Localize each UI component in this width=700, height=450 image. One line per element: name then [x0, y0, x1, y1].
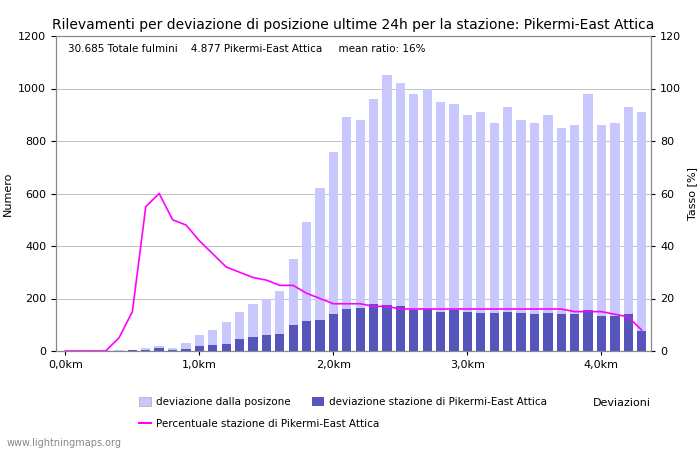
Bar [302, 222, 312, 351]
Bar [610, 315, 620, 351]
Bar [248, 337, 258, 351]
Bar [382, 305, 392, 351]
Bar [449, 104, 459, 351]
Bar [517, 313, 526, 351]
Bar [369, 304, 378, 351]
Bar [530, 314, 539, 351]
Bar [556, 314, 566, 351]
Bar [583, 94, 593, 351]
Legend: Percentuale stazione di Pikermi-East Attica: Percentuale stazione di Pikermi-East Att… [139, 419, 379, 429]
Bar [235, 311, 244, 351]
Bar [356, 120, 365, 351]
Bar [356, 308, 365, 351]
Bar [624, 107, 633, 351]
Bar [141, 350, 150, 351]
Bar [141, 348, 150, 351]
Y-axis label: Numero: Numero [3, 171, 13, 216]
Bar [329, 152, 338, 351]
Bar [248, 304, 258, 351]
Bar [262, 335, 271, 351]
Bar [342, 117, 351, 351]
Bar [168, 348, 177, 351]
Bar [556, 128, 566, 351]
Bar [221, 322, 231, 351]
Bar [409, 94, 419, 351]
Bar [596, 315, 606, 351]
Bar [395, 83, 405, 351]
Bar [423, 89, 432, 351]
Bar [168, 350, 177, 351]
Bar [275, 334, 284, 351]
Bar [596, 125, 606, 351]
Bar [288, 325, 298, 351]
Bar [570, 314, 580, 351]
Bar [530, 122, 539, 351]
Bar [262, 298, 271, 351]
Bar [342, 309, 351, 351]
Bar [489, 122, 499, 351]
Bar [208, 330, 218, 351]
Bar [208, 345, 218, 351]
Bar [114, 350, 124, 351]
Title: Rilevamenti per deviazione di posizione ultime 24h per la stazione: Pikermi-East: Rilevamenti per deviazione di posizione … [52, 18, 655, 32]
Bar [395, 306, 405, 351]
Bar [369, 99, 378, 351]
Bar [583, 310, 593, 351]
Bar [637, 112, 646, 351]
Bar [476, 313, 486, 351]
Bar [315, 320, 325, 351]
Bar [181, 349, 190, 351]
Bar [302, 321, 312, 351]
Bar [463, 115, 472, 351]
Bar [570, 125, 580, 351]
Bar [195, 346, 204, 351]
Bar [463, 311, 472, 351]
Bar [610, 122, 620, 351]
Bar [195, 335, 204, 351]
Bar [476, 112, 486, 351]
Bar [489, 313, 499, 351]
Bar [436, 311, 445, 351]
Bar [624, 314, 633, 351]
Bar [181, 343, 190, 351]
Bar [235, 339, 244, 351]
Bar [449, 310, 459, 351]
Bar [436, 102, 445, 351]
Bar [155, 346, 164, 351]
Text: www.lightningmaps.org: www.lightningmaps.org [7, 438, 122, 448]
Bar [423, 309, 432, 351]
Bar [221, 344, 231, 351]
Bar [517, 120, 526, 351]
Bar [275, 291, 284, 351]
Bar [315, 188, 325, 351]
Bar [543, 115, 552, 351]
Y-axis label: Tasso [%]: Tasso [%] [687, 167, 696, 220]
Bar [288, 259, 298, 351]
Bar [382, 75, 392, 351]
Bar [409, 310, 419, 351]
Bar [503, 311, 512, 351]
Bar [155, 348, 164, 351]
Bar [503, 107, 512, 351]
Text: Deviazioni: Deviazioni [593, 398, 651, 408]
Bar [127, 350, 137, 351]
Bar [543, 313, 552, 351]
Bar [637, 331, 646, 351]
Bar [329, 314, 338, 351]
Text: 30.685 Totale fulmini    4.877 Pikermi-East Attica     mean ratio: 16%: 30.685 Totale fulmini 4.877 Pikermi-East… [68, 44, 426, 54]
